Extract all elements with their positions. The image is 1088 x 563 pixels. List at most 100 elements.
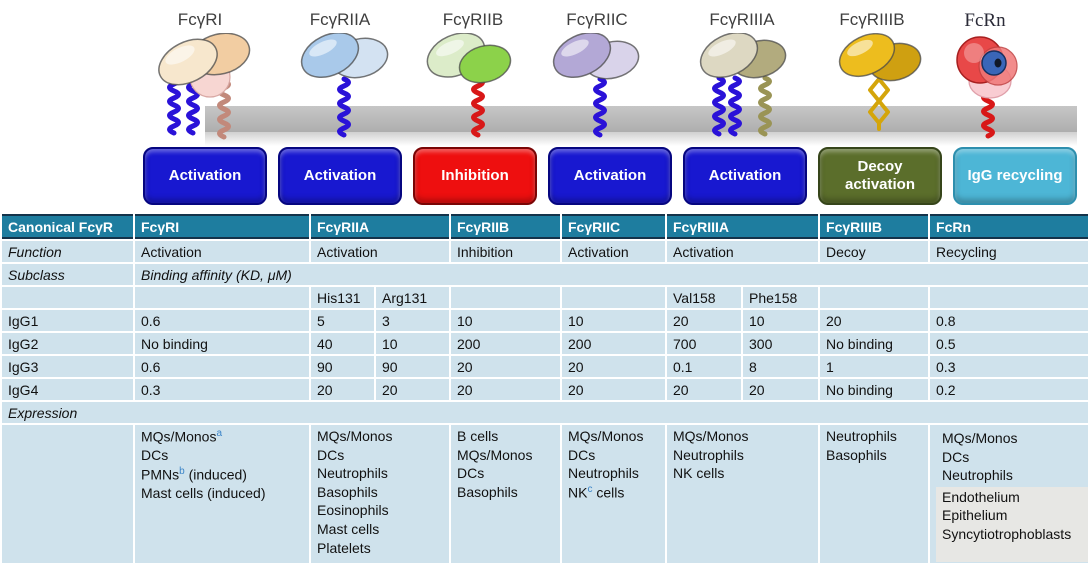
button-activation-fcgriiia: Activation — [683, 147, 807, 205]
igg2-cell: 10 — [376, 333, 449, 354]
igg1-cell: 5 — [311, 310, 374, 331]
receptor-label-fcgriiib: FcγRIIIB — [839, 10, 905, 29]
receptor-label-fcgriic: FcγRIIC — [566, 10, 628, 29]
igg1-cell: 10 — [562, 310, 665, 331]
header-fcgriia: FcγRIIA — [311, 214, 449, 239]
header-canonical: Canonical FcγR — [2, 214, 133, 239]
function-cell: Activation — [562, 241, 665, 262]
function-cell: Activation — [135, 241, 309, 262]
igg4-cell: No binding — [820, 379, 929, 400]
receptor-label-fcrn: FcRn — [964, 10, 1006, 31]
igg3-label: IgG3 — [2, 356, 133, 377]
cell-membrane-bar — [205, 106, 1077, 146]
receptor-icon-fcrn — [956, 36, 1018, 139]
igg2-cell: 40 — [311, 333, 374, 354]
igg1-row: IgG1 0.6 5 3 10 10 20 10 20 0.8 — [2, 310, 1088, 331]
igg2-cell: 200 — [562, 333, 665, 354]
button-igg-recycling-fcrn: IgG recycling — [953, 147, 1077, 205]
expression-fcgri: MQs/Monosa DCs PMNsb (induced) Mast cells (… — [135, 425, 309, 563]
expression-fcgriiib: Neutrophils Basophils — [820, 425, 929, 563]
igg2-cell: No binding — [820, 333, 929, 354]
igg4-cell: 20 — [562, 379, 665, 400]
fc-receptor-table: Canonical FcγR FcγRI FcγRIIA FcγRIIB Fcγ… — [0, 212, 1088, 563]
binding-affinity-note: Binding affinity (KD, μM) — [135, 264, 1088, 285]
igg2-cell: 700 — [667, 333, 741, 354]
igg3-cell: 8 — [743, 356, 819, 377]
igg1-cell: 0.6 — [135, 310, 309, 331]
igg1-cell: 10 — [743, 310, 819, 331]
igg2-row: IgG2 No binding 40 10 200 200 700 300 No… — [2, 333, 1088, 354]
receptor-icon-fcgriiia — [699, 33, 787, 137]
receptor-icon-fcgriia — [300, 33, 389, 138]
function-cell: Activation — [667, 241, 819, 262]
receptor-icon-fcgriiib — [838, 33, 922, 131]
expression-fcgriia: MQs/Monos DCs Neutrophils Basophils Eosinoph… — [311, 425, 449, 563]
igg3-cell: 1 — [820, 356, 929, 377]
allele-phe158: Phe158 — [743, 287, 819, 308]
receptor-label-fcgriiia: FcγRIIIA — [709, 10, 775, 29]
expression-fcgriic: MQs/Monos DCs Neutrophils NKc cells — [562, 425, 665, 563]
igg3-row: IgG3 0.6 90 90 20 20 0.1 8 1 0.3 — [2, 356, 1088, 377]
igg3-cell: 0.3 — [930, 356, 1088, 377]
expression-content-row: MQs/Monosa DCs PMNsb (induced) Mast cells (… — [2, 425, 1088, 563]
header-fcrn: FcRn — [930, 214, 1088, 239]
function-cell: Inhibition — [451, 241, 560, 262]
button-inhibition-fcgriib: Inhibition — [413, 147, 537, 205]
igg4-cell: 0.3 — [135, 379, 309, 400]
igg2-label: IgG2 — [2, 333, 133, 354]
allele-row: His131 Arg131 Val158 Phe158 — [2, 287, 1088, 308]
igg3-cell: 90 — [311, 356, 374, 377]
header-fcgriiib: FcγRIIIB — [820, 214, 929, 239]
expression-fcgriib: B cells MQs/Monos DCs Basophils — [451, 425, 560, 563]
expression-fcgriiia: MQs/Monos Neutrophils NK cells — [667, 425, 819, 563]
expression-fcrn: MQs/Monos DCs Neutrophils Endothelium Epith… — [930, 425, 1088, 563]
expression-fcrn-immune-cells: MQs/Monos DCs Neutrophils — [942, 430, 1018, 484]
igg3-cell: 0.1 — [667, 356, 741, 377]
header-fcgriiia: FcγRIIIA — [667, 214, 819, 239]
igg2-cell: 0.5 — [930, 333, 1088, 354]
receptor-icon-fcgri — [158, 33, 251, 140]
igg2-cell: 200 — [451, 333, 560, 354]
igg4-cell: 20 — [376, 379, 449, 400]
igg3-cell: 0.6 — [135, 356, 309, 377]
igg3-cell: 90 — [376, 356, 449, 377]
receptor-label-fcgriia: FcγRIIA — [309, 10, 371, 29]
function-row: Function Activation Activation Inhibitio… — [2, 241, 1088, 262]
function-cell: Recycling — [930, 241, 1088, 262]
igg2-cell: 300 — [743, 333, 819, 354]
igg3-cell: 20 — [562, 356, 665, 377]
igg4-row: IgG4 0.3 20 20 20 20 20 20 No binding 0.… — [2, 379, 1088, 400]
igg3-cell: 20 — [451, 356, 560, 377]
igg2-cell: No binding — [135, 333, 309, 354]
header-fcgriib: FcγRIIB — [451, 214, 560, 239]
igg1-cell: 20 — [667, 310, 741, 331]
igg1-label: IgG1 — [2, 310, 133, 331]
igg4-label: IgG4 — [2, 379, 133, 400]
button-decoy-activation-fcgriiib: Decoy activation — [818, 147, 942, 205]
igg1-cell: 10 — [451, 310, 560, 331]
igg4-cell: 20 — [311, 379, 374, 400]
igg4-cell: 20 — [451, 379, 560, 400]
button-activation-fcgri: Activation — [143, 147, 267, 205]
receptor-label-fcgri: FcγRI — [177, 10, 223, 29]
subclass-row: Subclass Binding affinity (KD, μM) — [2, 264, 1088, 285]
igg4-cell: 20 — [667, 379, 741, 400]
allele-his131: His131 — [311, 287, 374, 308]
function-row-label: Function — [2, 241, 133, 262]
igg4-cell: 0.2 — [930, 379, 1088, 400]
button-activation-fcgriia: Activation — [278, 147, 402, 205]
igg1-cell: 20 — [820, 310, 929, 331]
receptor-icon-fcgriib — [426, 33, 512, 138]
function-cell: Decoy — [820, 241, 929, 262]
allele-val158: Val158 — [667, 287, 741, 308]
subclass-row-label: Subclass — [2, 264, 133, 285]
expression-fcrn-tissue-cells: Endothelium Epithelium Syncytiotrophoblast… — [936, 486, 1088, 562]
allele-arg131: Arg131 — [376, 287, 449, 308]
receptor-icon-fcgriic — [552, 33, 640, 138]
igg1-cell: 3 — [376, 310, 449, 331]
table-header-row: Canonical FcγR FcγRI FcγRIIA FcγRIIB Fcγ… — [2, 214, 1088, 239]
receptor-label-fcgriib: FcγRIIB — [442, 10, 504, 29]
function-button-row: Activation Activation Inhibition Activat… — [143, 147, 1077, 205]
header-fcgri: FcγRI — [135, 214, 309, 239]
